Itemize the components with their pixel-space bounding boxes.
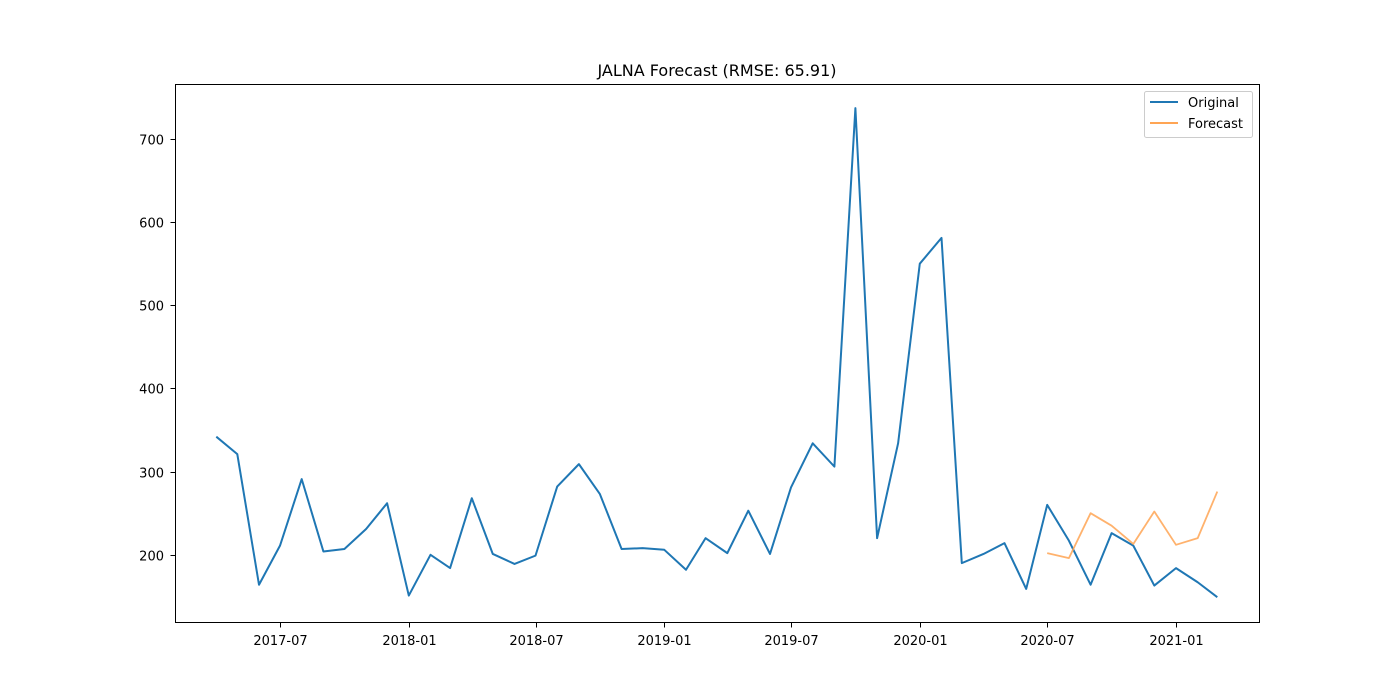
y-tick-label: 200 [139,550,164,565]
y-tick-label: 500 [139,300,164,315]
x-tick-label: 2018-01 [382,634,436,649]
y-axis: 200 300 400 500 600 700 [139,134,176,565]
legend-label-original: Original [1188,96,1239,111]
legend: Original Forecast [1144,91,1253,138]
x-tick-label: 2020-07 [1020,634,1074,649]
plot-frame [175,84,1260,623]
series-layer [215,107,1219,599]
x-tick-label: 2019-07 [764,634,818,649]
legend-label-forecast: Forecast [1188,117,1243,132]
x-tick-label: 2017-07 [253,634,307,649]
y-tick-label: 600 [139,217,164,232]
x-tick-label: 2018-07 [509,634,563,649]
x-tick-label: 2021-01 [1149,634,1203,649]
y-tick-label: 300 [139,467,164,482]
y-tick-label: 700 [139,134,164,149]
x-tick-label: 2019-01 [637,634,691,649]
chart-title: JALNA Forecast (RMSE: 65.91) [596,61,836,80]
x-axis: 2017-07 2018-01 2018-07 2019-01 2019-07 2020-… [253,622,1204,649]
y-tick-label: 400 [139,383,164,398]
series-line-original [215,107,1218,599]
series-line-forecast [1046,491,1219,560]
x-tick-label: 2020-01 [893,634,947,649]
